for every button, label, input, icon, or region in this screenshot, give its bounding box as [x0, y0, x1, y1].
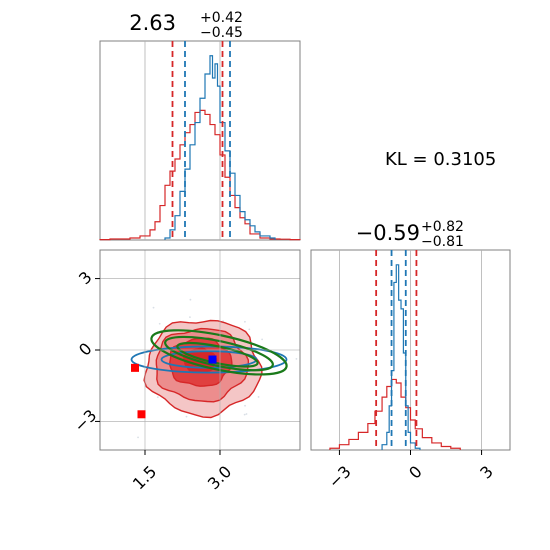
joint-y-ticks: −3 0 3	[70, 268, 100, 436]
joint-x-ticks: 1.5 3.0	[129, 450, 235, 493]
joint-green-contour	[150, 329, 288, 376]
right-histogram-series-line	[329, 378, 461, 450]
joint-red-marker	[131, 363, 139, 372]
joint-scatter-point	[248, 328, 251, 331]
top-histogram-title-upper: +0.42	[200, 10, 243, 26]
joint-blue-contour	[130, 345, 288, 374]
joint-scatter-point	[244, 320, 246, 323]
right-histogram-title-lower: −0.81	[421, 234, 464, 250]
right-histogram-title: −0.59	[356, 221, 420, 245]
right-histogram-x-tick-label: 0	[405, 462, 426, 483]
joint-red-marker	[137, 410, 146, 419]
right-histogram-series-line	[381, 264, 421, 450]
joint-markers	[131, 355, 217, 419]
joint-scatter-point	[243, 413, 246, 416]
top-histogram-title: 2.63	[129, 11, 176, 35]
top-histogram-grid	[144, 41, 221, 240]
joint-scatter-point	[158, 322, 161, 325]
joint-scatter-point	[152, 306, 155, 309]
joint-y-tick-label: 0	[75, 339, 96, 360]
joint-scatter-point	[245, 413, 248, 415]
joint-scatter-point	[244, 404, 246, 407]
right-histogram-quantile-lines	[375, 250, 418, 450]
joint-contour-panel: 1.5 3.0 −3 0 3	[70, 249, 301, 493]
top-histogram-frame	[99, 40, 301, 241]
joint-y-tick-label: 3	[75, 268, 96, 289]
right-histogram-series	[329, 264, 461, 450]
joint-x-tick-label: 1.5	[129, 462, 160, 493]
joint-scatter-point	[189, 298, 192, 301]
joint-y-tick-label: −3	[70, 406, 100, 436]
top-histogram-series	[99, 55, 301, 241]
joint-scatter-point	[295, 357, 298, 360]
top-histogram-panel: 2.63 +0.42 −0.45	[99, 10, 301, 241]
joint-scatter-point	[189, 316, 191, 319]
joint-scatter-point	[156, 396, 159, 399]
top-histogram-quantile-lines	[171, 41, 231, 240]
kl-divergence-label: KL = 0.3105	[385, 149, 496, 170]
joint-scatter-point	[137, 436, 139, 439]
top-histogram-series-line	[99, 109, 301, 241]
right-histogram-x-tick-label: 3	[476, 462, 497, 483]
joint-scatter-point	[257, 396, 260, 398]
right-histogram-panel: −3 0 3 −0.59 +0.82 −0.81	[310, 219, 511, 492]
joint-blue-marker	[208, 355, 217, 364]
joint-scatter-point	[185, 415, 188, 418]
joint-scatter-point	[261, 338, 264, 341]
right-histogram-title-upper: +0.82	[421, 219, 464, 235]
joint-green-contours	[150, 329, 288, 376]
joint-green-contour	[164, 335, 274, 372]
right-histogram-x-tick-label: −3	[325, 462, 355, 492]
joint-x-tick-label: 3.0	[204, 462, 235, 493]
top-histogram-title-lower: −0.45	[200, 25, 243, 41]
right-histogram-x-ticks: −3 0 3	[325, 450, 497, 492]
